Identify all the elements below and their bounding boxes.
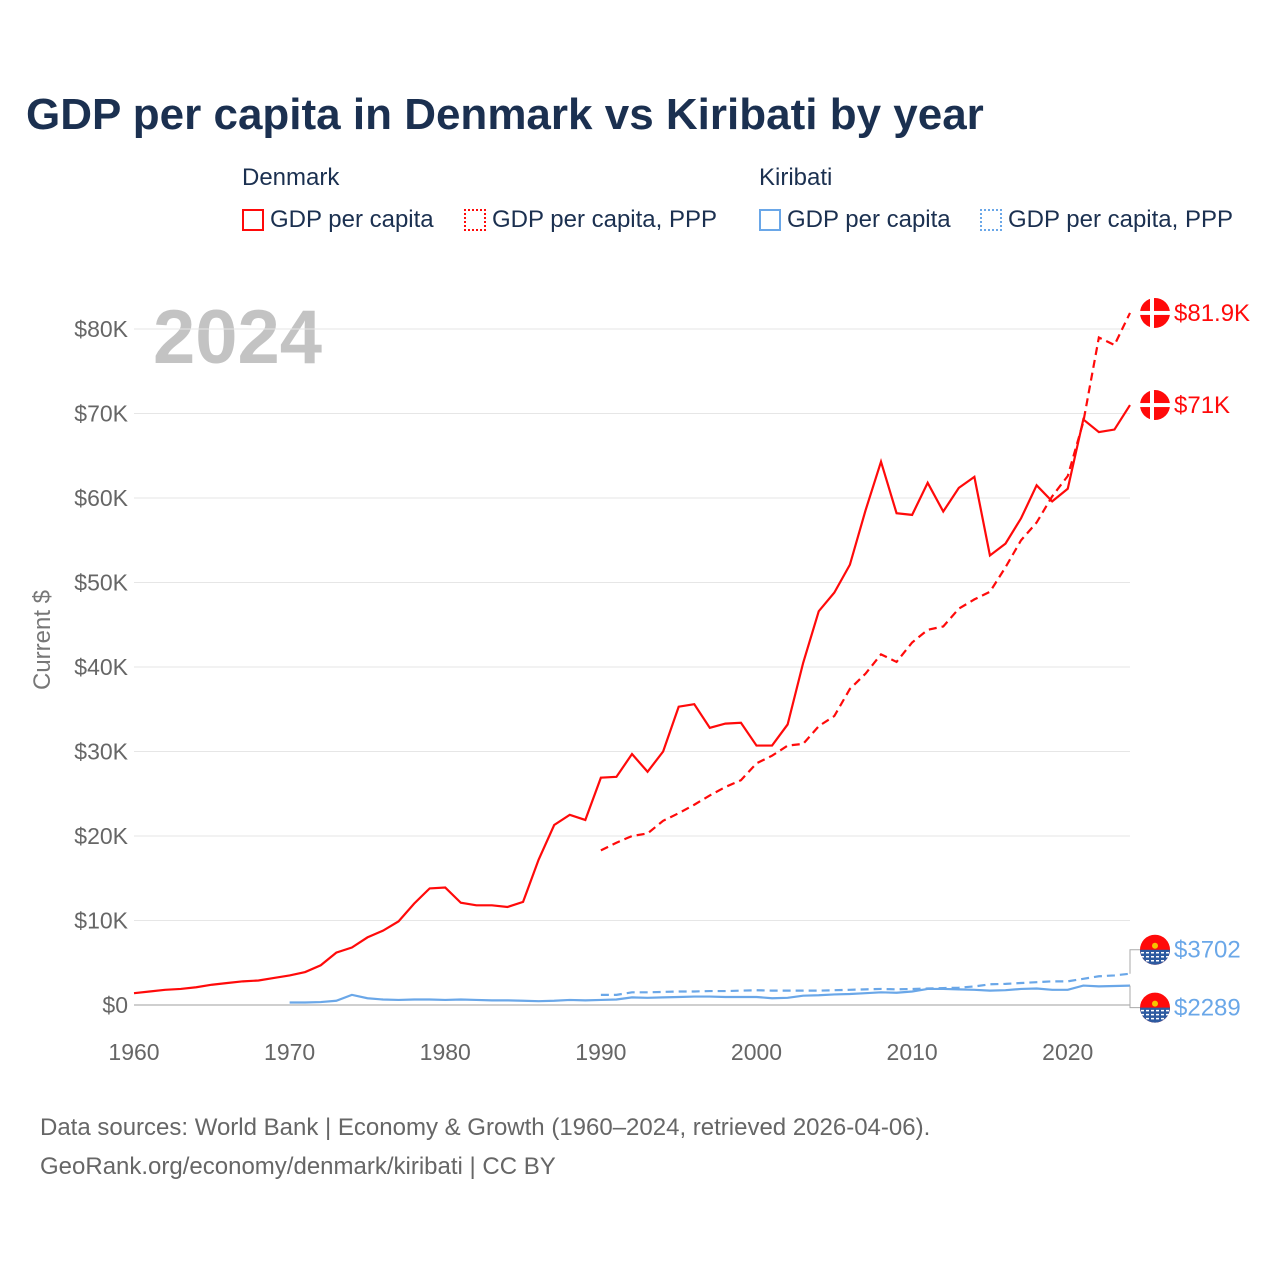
- legend-swatch-dotted: [464, 209, 486, 231]
- x-tick-label: 1980: [420, 1039, 471, 1065]
- x-tick-label: 2020: [1042, 1039, 1093, 1065]
- end-value-label: $3702: [1174, 937, 1241, 964]
- label-connector: [1129, 949, 1140, 974]
- series-line-kiribati-gdp-per-capita-ppp: [600, 972, 1131, 996]
- y-tick-label: $30K: [74, 739, 128, 765]
- x-tick-label: 2000: [731, 1039, 782, 1065]
- y-tick-label: $20K: [74, 823, 128, 849]
- x-tick-label: 1960: [108, 1039, 159, 1065]
- y-axis-label: Current $: [29, 590, 56, 690]
- series-line-kiribati-gdp-per-capita: [289, 984, 1131, 1004]
- y-tick-label: $40K: [74, 654, 128, 680]
- label-connector: [1129, 985, 1140, 1009]
- footer-link[interactable]: GeoRank.org/economy/denmark/kiribati | C…: [40, 1153, 556, 1180]
- y-tick-label: $80K: [74, 316, 128, 342]
- legend-swatch-dotted: [980, 209, 1002, 231]
- y-tick-label: $70K: [74, 401, 128, 427]
- x-tick-label: 1970: [264, 1039, 315, 1065]
- chart-title: GDP per capita in Denmark vs Kiribati by…: [26, 90, 984, 139]
- legend-label: GDP per capita: [270, 206, 434, 233]
- y-tick-label: $60K: [74, 485, 128, 511]
- year-watermark: 2024: [153, 295, 322, 380]
- end-value-label: $2289: [1174, 995, 1241, 1022]
- footer: Data sources: World Bank | Economy & Gro…: [40, 1108, 930, 1186]
- y-tick-label: $0: [102, 992, 128, 1018]
- series-line-denmark-gdp-per-capita-ppp: [600, 312, 1131, 852]
- legend-group-kiribati: Kiribati: [759, 164, 833, 191]
- legend-item-kiribati-ppp[interactable]: GDP per capita, PPP: [980, 206, 1233, 234]
- legend-group-denmark: Denmark: [242, 164, 340, 191]
- legend-item-kiribati-gdp[interactable]: GDP per capita: [759, 206, 951, 234]
- legend-item-denmark-ppp[interactable]: GDP per capita, PPP: [464, 206, 717, 234]
- legend-label: GDP per capita: [787, 206, 951, 233]
- x-tick-label: 2010: [887, 1039, 938, 1065]
- legend-label: GDP per capita, PPP: [1008, 206, 1233, 233]
- denmark-flag-icon: [1140, 390, 1170, 421]
- y-tick-label: $50K: [74, 570, 128, 596]
- y-tick-label: $10K: [74, 908, 128, 934]
- x-tick-label: 1990: [575, 1039, 626, 1065]
- legend-item-denmark-gdp[interactable]: GDP per capita: [242, 206, 434, 234]
- kiribati-flag-icon: [1140, 992, 1170, 1023]
- legend-swatch-solid: [759, 209, 781, 231]
- line-chart: 2024 Current $ $0 $10K $20K $30K $40K $50K $60…: [29, 295, 1250, 1065]
- kiribati-flag-icon: [1140, 934, 1170, 965]
- end-value-label: $81.9K: [1174, 300, 1250, 327]
- legend-swatch-solid: [242, 209, 264, 231]
- end-value-label: $71K: [1174, 392, 1230, 419]
- legend-label: GDP per capita, PPP: [492, 206, 717, 233]
- denmark-flag-icon: [1140, 297, 1170, 328]
- footer-sources: Data sources: World Bank | Economy & Gro…: [40, 1114, 931, 1141]
- series-line-denmark-gdp-per-capita: [133, 404, 1131, 995]
